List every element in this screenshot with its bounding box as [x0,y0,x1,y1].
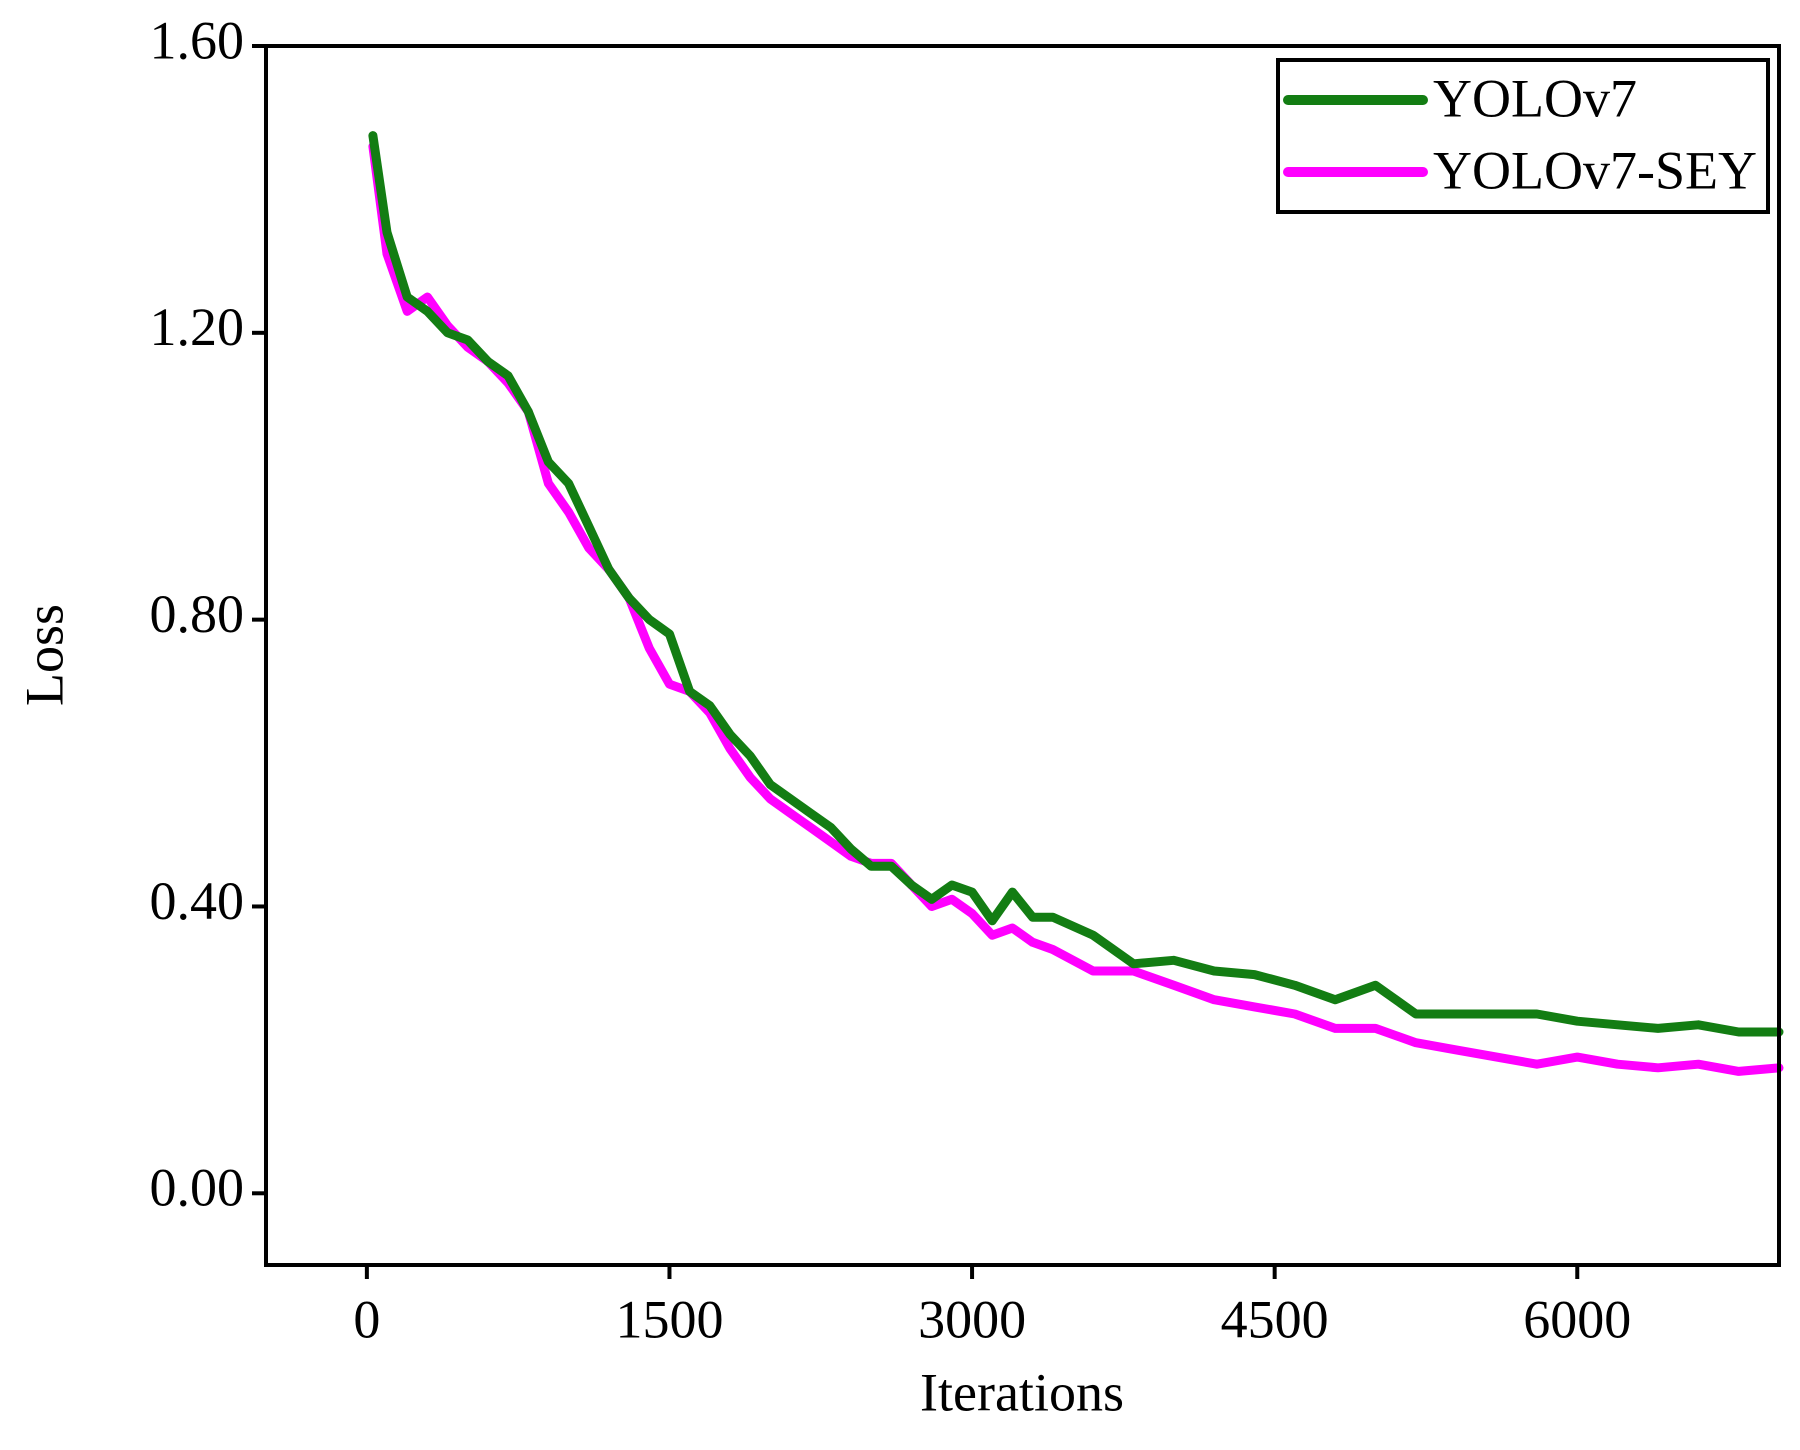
y-tick-label: 1.20 [150,297,245,357]
y-axis-label: Loss [14,604,74,706]
x-tick-label: 1500 [615,1289,723,1349]
legend-box [1276,58,1770,214]
line-series [368,141,1784,1076]
legend-label: YOLOv7-SEY [1433,140,1757,200]
x-tick-label: 6000 [1523,1289,1631,1349]
x-axis-label: Iterations [920,1362,1124,1422]
y-tick-label: 0.80 [150,584,245,644]
plot-frame [264,44,1781,1267]
x-tick-label: 0 [353,1289,380,1349]
legend-label: YOLOv7 [1433,68,1637,128]
y-tick-label: 1.60 [150,10,245,70]
line-series [368,131,1784,1037]
y-tick-label: 0.40 [150,871,245,931]
x-tick-label: 3000 [918,1289,1026,1349]
x-tick-label: 4500 [1221,1289,1329,1349]
y-tick-label: 0.00 [150,1158,245,1218]
